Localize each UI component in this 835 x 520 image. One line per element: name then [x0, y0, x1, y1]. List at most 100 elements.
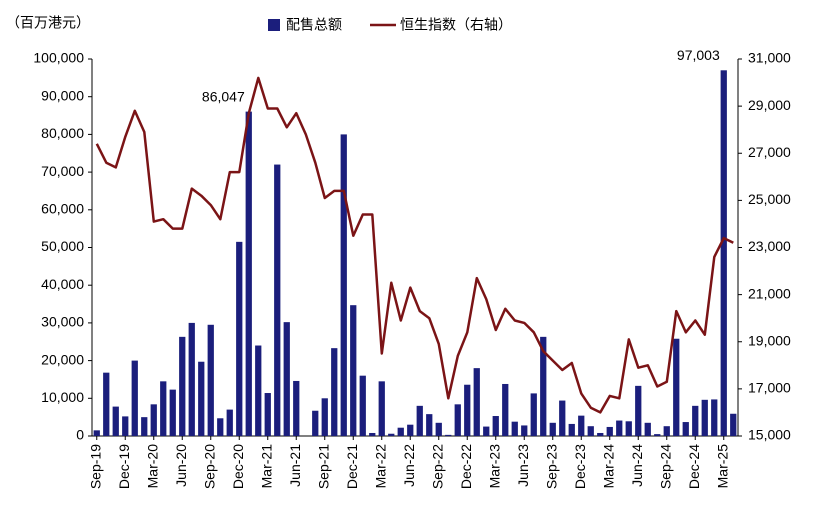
bar — [549, 422, 556, 436]
x-tick-label: Mar-21 — [258, 444, 274, 489]
bar — [340, 134, 347, 436]
x-tick-label: Sep-22 — [429, 444, 445, 489]
bar — [397, 427, 404, 436]
bar — [454, 404, 461, 436]
bar — [720, 70, 727, 436]
x-tick-label: Mar-25 — [714, 444, 730, 489]
bar — [264, 393, 271, 436]
data-label: 86,047 — [202, 88, 245, 104]
bar — [407, 424, 414, 436]
bar — [321, 398, 328, 436]
bar — [160, 381, 167, 436]
bar — [682, 422, 689, 436]
bar — [236, 241, 243, 436]
bar — [464, 384, 471, 436]
bar — [331, 348, 338, 436]
bar — [122, 416, 129, 436]
y-tick-label: 40,000 — [41, 276, 84, 292]
x-tick-label: Dec-20 — [230, 444, 246, 489]
y-tick-label: 70,000 — [41, 163, 84, 179]
bar — [492, 416, 499, 436]
legend-label: 恒生指数（右轴） — [400, 17, 512, 33]
bar — [711, 399, 718, 436]
bar — [274, 164, 281, 436]
bar — [255, 345, 262, 436]
y2-tick-label: 31,000 — [748, 50, 791, 66]
bar — [597, 432, 604, 436]
bar — [635, 385, 642, 436]
y-tick-label: 90,000 — [41, 87, 84, 103]
x-tick-label: Sep-19 — [87, 444, 103, 489]
x-tick-label: Mar-23 — [486, 444, 502, 489]
x-tick-label: Dec-22 — [458, 444, 474, 489]
bar — [625, 421, 632, 436]
line — [95, 76, 734, 414]
bar — [293, 380, 300, 436]
bar — [150, 404, 157, 436]
data-label: 97,003 — [677, 47, 720, 63]
x-tick-label: Jun-21 — [287, 444, 303, 487]
y2-tick-label: 27,000 — [748, 144, 791, 160]
x-tick-label: Mar-22 — [372, 444, 388, 489]
y-tick-label: 30,000 — [41, 314, 84, 330]
x-tick-label: Sep-24 — [657, 444, 673, 489]
y2-tick-label: 15,000 — [748, 427, 791, 443]
bar — [217, 418, 224, 436]
bar — [141, 417, 148, 436]
bar — [179, 336, 186, 436]
y-tick-label: 80,000 — [41, 125, 84, 141]
legend-swatch — [268, 19, 280, 31]
bar — [701, 399, 708, 436]
bar — [226, 409, 233, 436]
bar — [511, 421, 518, 436]
bar — [435, 422, 442, 436]
x-tick-label: Jun-22 — [401, 444, 417, 487]
bar — [730, 413, 737, 436]
y-tick-label: 0 — [76, 427, 84, 443]
bar — [350, 305, 357, 436]
bar — [568, 423, 575, 436]
x-tick-label: Dec-23 — [572, 444, 588, 489]
y2-tick-label: 23,000 — [748, 238, 791, 254]
bar — [131, 360, 138, 436]
bar — [378, 381, 385, 436]
bar — [445, 434, 452, 436]
y-axis-label: （百万港元） — [6, 15, 90, 31]
bar — [483, 426, 490, 436]
bar — [369, 432, 376, 436]
bar — [426, 414, 433, 436]
bar — [644, 422, 651, 436]
bar — [663, 426, 670, 436]
y-tick-label: 20,000 — [41, 351, 84, 367]
bar — [692, 405, 699, 436]
x-tick-label: Sep-21 — [315, 444, 331, 489]
bar — [169, 389, 176, 436]
legend-label: 配售总额 — [286, 17, 342, 33]
bar — [587, 426, 594, 436]
x-tick-label: Mar-20 — [144, 444, 160, 489]
y2-tick-label: 29,000 — [748, 97, 791, 113]
bar — [530, 393, 537, 436]
y-tick-label: 50,000 — [41, 238, 84, 254]
bar — [673, 338, 680, 436]
bar — [188, 322, 195, 436]
bar — [654, 434, 661, 436]
y2-tick-label: 25,000 — [748, 191, 791, 207]
bar — [103, 372, 110, 436]
bar — [416, 405, 423, 436]
x-tick-label: Dec-19 — [116, 444, 132, 489]
x-tick-label: Jun-23 — [515, 444, 531, 487]
x-tick-label: Mar-24 — [600, 444, 616, 489]
bar — [578, 415, 585, 436]
bar — [473, 368, 480, 436]
y2-tick-label: 17,000 — [748, 380, 791, 396]
bar — [359, 375, 366, 436]
bar — [245, 111, 252, 436]
bar — [283, 322, 290, 436]
x-tick-label: Jun-20 — [173, 444, 189, 487]
y2-tick-label: 19,000 — [748, 332, 791, 348]
bar — [198, 361, 205, 436]
x-tick-label: Sep-23 — [543, 444, 559, 489]
y2-tick-label: 21,000 — [748, 285, 791, 301]
bar — [540, 336, 547, 436]
